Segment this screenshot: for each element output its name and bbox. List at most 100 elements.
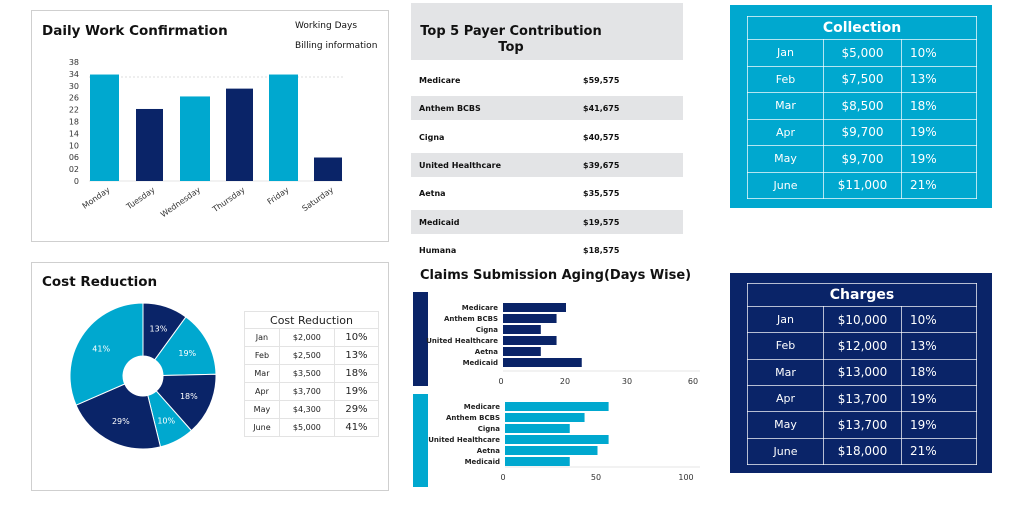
percent-cell: 19% [333, 382, 380, 401]
percent-cell: 10% [901, 39, 977, 67]
amount-cell: $13,700 [823, 384, 902, 413]
pie-slice-label: 29% [112, 417, 130, 426]
category-label: Cigna [476, 326, 499, 334]
bar-medicaid [503, 358, 582, 367]
top5-header [411, 3, 683, 60]
bar-cigna [503, 325, 541, 334]
amount-cell: $9,700 [823, 118, 902, 146]
month-cell: Feb [747, 332, 824, 360]
amount-cell: $18,000 [823, 437, 902, 466]
y-tick-label: 0 [74, 177, 79, 186]
payer-name: Medicaid [419, 217, 460, 227]
table-title: Collection [747, 16, 977, 40]
payer-name: Cigna [419, 132, 445, 142]
daily-work-title: Daily Work Confirmation [42, 23, 228, 39]
month-cell: Apr [747, 384, 824, 413]
amount-cell: $10,000 [823, 305, 902, 334]
category-label: Medicare [464, 403, 500, 411]
month-cell: Feb [747, 65, 824, 93]
percent-cell: 10% [333, 328, 380, 347]
payer-name: Humana [419, 245, 457, 255]
amount-cell: $13,000 [823, 358, 902, 386]
month-cell: June [244, 418, 280, 437]
pie-slice-label: 19% [178, 349, 196, 358]
table-header-row: Collection [747, 16, 977, 40]
table-row: Apr $3,700 19% [244, 382, 380, 401]
payer-name: Medicare [419, 76, 461, 85]
percent-cell: 13% [333, 346, 380, 365]
table-title: Cost Reduction [244, 311, 379, 329]
cost-reduction-table: Cost Reduction Jan $2,000 10% Feb $2,500 13% Ma… [244, 311, 380, 437]
claims-title: Claims Submission Aging(Days Wise) [420, 268, 692, 283]
table-row: Apr $9,700 19% [747, 118, 977, 146]
x-tick-label: 0 [498, 377, 503, 386]
table-row: Feb $7,500 13% [747, 65, 977, 93]
payer-amount: $41,675 [583, 104, 620, 114]
y-tick-label: 26 [69, 94, 79, 103]
bar-anthem-bcbs [505, 413, 585, 422]
amount-cell: $11,000 [823, 171, 902, 199]
percent-cell: 21% [901, 437, 977, 466]
table-row: May $4,300 29% [244, 400, 380, 419]
payer-row: Anthem BCBS $41,675 [411, 96, 683, 121]
table-row: Mar $8,500 18% [747, 92, 977, 120]
payer-amount: $40,575 [583, 132, 620, 142]
amount-cell: $3,500 [278, 364, 335, 383]
payer-row: United Healthcare $39,675 [411, 152, 683, 177]
amount-cell: $3,700 [278, 382, 335, 401]
payer-name: Anthem BCBS [419, 104, 481, 114]
percent-cell: 41% [333, 418, 380, 437]
x-tick-label: 30 [622, 377, 632, 386]
daily-work-chart: 0 02 06 10 14 18 22 26 30 34 38 Monday Tuesday Wednes… [69, 58, 343, 219]
pie-slice [69, 302, 144, 406]
x-tick-label: Tuesday [124, 185, 157, 212]
payer-row: Medicaid $19,575 [411, 209, 683, 234]
cost-reduction-pie: 13% 19% 18% 10% 29% 41% [69, 302, 217, 450]
table-row: May $9,700 19% [747, 145, 977, 173]
charges-table: Charges Jan $10,000 10% Feb $12,000 13% Mar $13,… [747, 283, 977, 466]
month-cell: June [747, 171, 824, 199]
percent-cell: 10% [901, 305, 977, 334]
percent-cell: 18% [901, 92, 977, 120]
percent-cell: 19% [901, 118, 977, 146]
payer-name: United Healthcare [419, 160, 501, 170]
table-row: Mar $13,000 18% [747, 358, 977, 386]
top5-title-line2: Top [498, 40, 524, 55]
percent-cell: 13% [901, 332, 977, 360]
claims-navy-marker [413, 292, 428, 386]
table-row: Jan $10,000 10% [747, 305, 977, 334]
amount-cell: $2,000 [278, 328, 335, 347]
amount-cell: $13,700 [823, 411, 902, 439]
month-cell: Mar [244, 364, 280, 383]
category-label: Aetna [475, 348, 498, 356]
amount-cell: $5,000 [823, 39, 902, 67]
y-tick-label: 14 [69, 129, 79, 138]
x-tick-label: Saturday [300, 185, 335, 213]
payer-amount: $19,575 [583, 217, 620, 227]
cost-reduction-title: Cost Reduction [42, 274, 158, 290]
table-row: June $5,000 41% [244, 418, 380, 437]
y-tick-label: 06 [69, 153, 79, 162]
x-tick-label: 0 [500, 473, 505, 482]
pie-slice [75, 383, 162, 450]
top5-title: Top 5 Payer Contribution Top [411, 24, 611, 56]
percent-cell: 19% [901, 411, 977, 439]
table-row: Feb $12,000 13% [747, 332, 977, 360]
y-tick-label: 18 [69, 118, 79, 127]
month-cell: May [747, 411, 824, 439]
percent-cell: 18% [333, 364, 380, 383]
legend-billing-information: Billing information [295, 41, 378, 51]
bar-united-healthcare [505, 435, 609, 444]
month-cell: Mar [747, 358, 824, 386]
amount-cell: $7,500 [823, 65, 902, 93]
percent-cell: 18% [901, 358, 977, 386]
table-row: May $13,700 19% [747, 411, 977, 439]
claims-charts: Medicare Anthem BCBS Cigna United Healthcar… [426, 303, 700, 482]
category-label: Medicaid [463, 359, 498, 367]
bar-aetna [503, 347, 541, 356]
bar-friday [269, 74, 298, 181]
bar-thursday [226, 88, 253, 181]
x-tick-label: Friday [266, 185, 291, 206]
y-tick-label: 38 [69, 58, 79, 67]
category-label: Anthem BCBS [446, 414, 500, 422]
